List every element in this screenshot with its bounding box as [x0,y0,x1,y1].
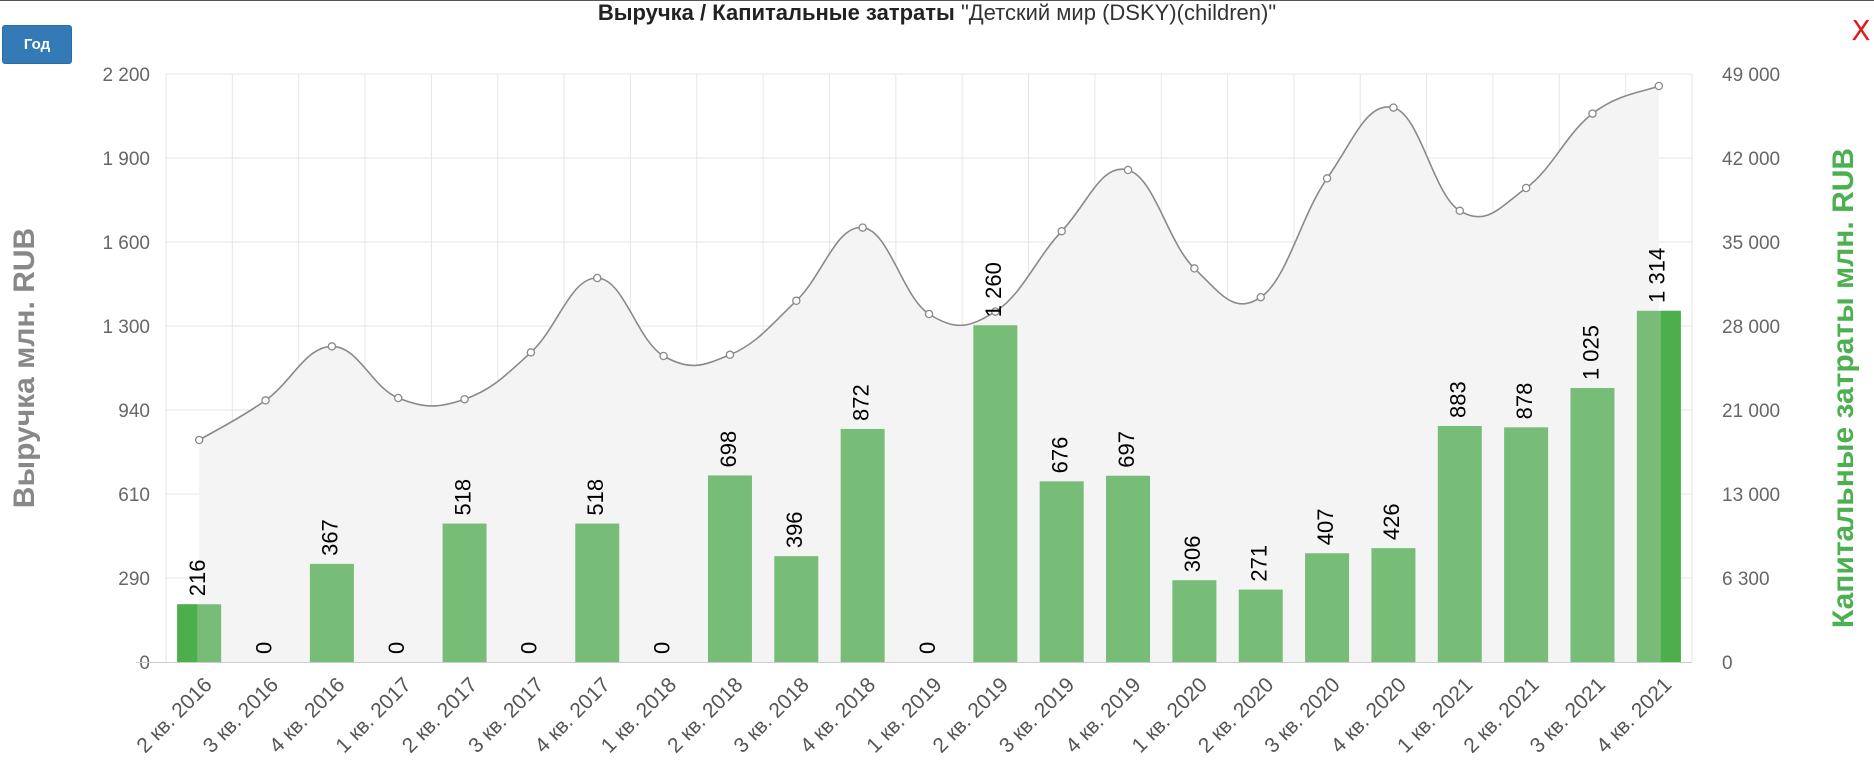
revenue-bar [1039,481,1084,662]
revenue-bar [1371,548,1416,662]
revenue-bar [1238,589,1283,662]
y2-tick-label: 49 000 [1722,65,1780,86]
y-tick-label: 1 900 [102,149,150,170]
capex-point [1389,103,1398,112]
capex-point [792,296,801,306]
y-tick-label: 2 200 [102,65,150,86]
capex-point [1521,183,1531,193]
capex-point [393,393,403,403]
revenue-bar [774,556,819,662]
bar-value-label: 1 314 [1645,248,1670,303]
capex-point [725,350,735,360]
y2-tick-label: 0 [1722,653,1733,674]
bar-value-label: 1 025 [1578,325,1603,380]
revenue-bar [442,523,487,662]
capex-point [659,351,668,361]
y-tick-label: 1 300 [102,317,150,338]
capex-point [526,348,536,357]
revenue-bar [1570,388,1615,662]
bar-value-label: 698 [716,431,741,468]
capex-area-fill [199,86,1659,662]
revenue-bar-highlight [1660,310,1681,662]
bar-value-label: 872 [848,384,873,421]
bar-value-label: 0 [915,642,940,654]
capex-point [194,435,204,445]
bar-value-label: 883 [1446,381,1471,418]
bar-value-label: 426 [1379,503,1404,540]
capex-point [991,307,1000,316]
bar-value-label: 878 [1512,383,1537,420]
capex-point [261,396,270,405]
bar-value-label: 306 [1180,535,1205,572]
capex-point [327,342,337,351]
revenue-bar [1504,427,1549,662]
capex-point [1654,81,1664,91]
revenue-bar [1106,475,1151,662]
capex-point [1057,226,1066,236]
bar-value-label: 216 [185,560,210,597]
capex-point [924,309,934,319]
capex-point [1123,165,1133,175]
revenue-bar [707,475,752,662]
bar-value-label: 271 [1247,545,1272,582]
revenue-bar [1437,425,1482,662]
capex-point [1588,109,1597,118]
bar-value-label: 1 260 [981,262,1006,317]
bar-value-label: 0 [384,642,409,654]
chart-title-main: Выручка / Капитальные затраты [597,0,955,25]
bar-value-label: 518 [583,479,608,516]
period-year-button[interactable]: Год [2,25,72,64]
revenue-bar [309,563,354,662]
y-tick-label: 0 [139,653,150,674]
capex-point [1455,206,1465,216]
y2-tick-label: 21 000 [1722,401,1780,422]
revenue-bar-highlight [177,604,198,662]
revenue-bar [575,523,620,662]
revenue-bar [1305,553,1350,662]
y-tick-label: 290 [118,569,150,590]
y2-tick-label: 13 000 [1722,485,1780,506]
bar-value-label: 0 [517,642,542,654]
bar-value-label: 697 [1114,431,1139,468]
chart-title: Выручка / Капитальные затраты "Детский м… [0,1,1874,25]
y2-tick-label: 35 000 [1722,233,1780,254]
y2-tick-label: 28 000 [1722,317,1780,338]
capex-point [1190,264,1199,273]
capex-point [1256,292,1265,302]
revenue-bar [840,428,885,662]
capex-point [460,394,469,404]
bar-value-label: 396 [782,511,807,548]
y2-axis-title: Капитальные затраты млн. RUB [1827,148,1860,628]
y-axis-title: Выручка млн. RUB [8,228,41,508]
bar-value-label: 676 [1048,437,1073,474]
revenue-bar [973,325,1018,662]
revenue-bar [1172,580,1217,662]
bar-value-label: 407 [1313,509,1338,546]
close-icon[interactable]: X [1851,14,1871,47]
bar-value-label: 0 [251,642,276,654]
bar-value-label: 367 [318,519,343,556]
capex-point [593,273,602,283]
y-tick-label: 1 600 [102,233,150,254]
capex-point [1322,174,1332,183]
capex-point [858,223,867,232]
y2-tick-label: 42 000 [1722,149,1780,170]
capex-points [194,81,1664,445]
chart-title-company: "Детский мир (DSKY)(children)" [960,0,1277,25]
bar-data-labels: 216 0 367 0 518 0 518 0 698 396 872 0 1 260 676 697 306… [185,248,1670,654]
revenue-bar-series [177,310,1681,662]
bar-value-label: 0 [649,642,674,654]
y2-tick-label: 6 300 [1722,569,1770,590]
y-tick-label: 940 [118,401,150,422]
y-tick-label: 610 [118,485,150,506]
bar-value-label: 518 [450,479,475,516]
